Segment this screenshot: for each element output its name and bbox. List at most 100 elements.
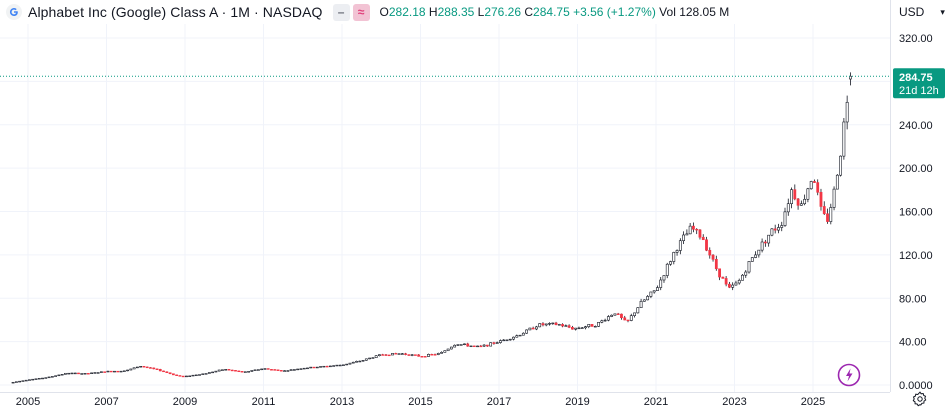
candle-body (705, 239, 708, 251)
candle-body (714, 259, 718, 270)
candle-body (652, 290, 656, 293)
candle-body (234, 370, 237, 372)
candle-body (695, 228, 699, 231)
candle-body (580, 327, 584, 329)
candle-body (623, 317, 627, 321)
candle-body (214, 370, 218, 373)
candle-body (60, 374, 64, 376)
candle-body (633, 312, 636, 316)
candle-body (574, 327, 578, 330)
candle-body (227, 369, 231, 371)
currency-selector[interactable]: USD ▾ (890, 0, 948, 24)
sparkle-icon[interactable] (837, 363, 861, 387)
compare-toggle[interactable]: ≈ (352, 3, 370, 21)
candle-body (21, 380, 25, 382)
price-axis[interactable]: 320.00280.00240.00200.00160.00120.0080.0… (890, 0, 933, 392)
time-tick-label: 2025 (801, 396, 825, 408)
candle-body (570, 327, 574, 330)
candle-body (250, 370, 254, 372)
candle-body (505, 339, 509, 341)
price-tick-label: 240.00 (899, 120, 933, 132)
candle-body (783, 211, 787, 226)
candle-body (381, 354, 385, 356)
candle-body (361, 359, 365, 362)
candle-body (90, 372, 93, 374)
candle-body (512, 336, 515, 340)
google-logo-icon (6, 4, 22, 20)
candle-body (270, 369, 273, 371)
chart-grid (0, 24, 890, 392)
candle-body (744, 271, 748, 276)
open-key: O (379, 5, 389, 19)
candle-body (430, 353, 434, 356)
candle-body (826, 213, 829, 222)
candle-body (73, 372, 77, 375)
candle-body (247, 371, 250, 373)
candle-body (443, 350, 447, 353)
hide-legend-toggle[interactable]: – (332, 3, 350, 21)
candle-body (822, 206, 826, 215)
time-axis[interactable]: 2005 2007 2009 2011 2013 2015 2017 2019 2021 2023… (0, 392, 890, 409)
candle-body (188, 375, 192, 377)
candle-body (322, 365, 326, 368)
symbol-title[interactable]: Alphabet Inc (Google) Class A · 1M · NAS… (28, 4, 323, 20)
candle-body (162, 370, 165, 373)
time-tick-label: 2023 (722, 396, 746, 408)
gear-icon[interactable] (912, 391, 928, 407)
candle-body (332, 365, 336, 367)
candle-body (502, 339, 506, 342)
candle-body (230, 369, 234, 372)
candle-body (309, 366, 313, 369)
candle-body (813, 181, 816, 183)
candle-body (551, 322, 555, 325)
candle-body (692, 225, 695, 230)
chevron-down-icon: ▾ (940, 6, 945, 17)
candle-body (479, 345, 483, 348)
candle-body (449, 346, 453, 350)
candle-body (786, 203, 790, 213)
candle-body (145, 366, 149, 369)
candle-body (747, 261, 751, 273)
candle-body (754, 254, 757, 258)
candle-body (472, 345, 476, 348)
candle-body (597, 321, 600, 327)
candle-body (495, 342, 499, 344)
price-tick-label: 0.0000 (899, 380, 933, 392)
price-tick-label: 160.00 (899, 207, 933, 219)
candle-body (446, 348, 450, 352)
candle-body (682, 234, 686, 242)
candle-body (469, 345, 473, 348)
low-value: 276.26 (484, 5, 522, 19)
candle-body (485, 344, 489, 347)
candle-body (18, 380, 22, 383)
candle-body (77, 372, 80, 375)
candle-body (518, 334, 522, 337)
candle-body (636, 307, 640, 314)
candle-body (83, 373, 87, 375)
candle-body (24, 379, 28, 382)
time-tick-label: 2009 (173, 396, 197, 408)
candle-body (319, 366, 322, 368)
candle-body (266, 368, 270, 370)
candle-body (378, 354, 381, 357)
candle-body (374, 355, 378, 359)
candle-body (767, 234, 771, 244)
candle-body (440, 352, 443, 354)
candle-body (139, 366, 143, 368)
candle-body (279, 370, 283, 372)
candle-body (685, 233, 689, 236)
candle-body (306, 367, 309, 370)
candle-body (345, 363, 349, 366)
open-value: 282.18 (388, 5, 426, 19)
candle-body (400, 353, 404, 355)
candle-body (816, 182, 820, 193)
candle-body (328, 365, 332, 368)
candle-body (665, 263, 669, 276)
candle-body (482, 344, 486, 347)
candle-body (832, 188, 836, 208)
candle-body (606, 316, 610, 321)
candle-body (531, 327, 535, 330)
candle-body (142, 366, 146, 368)
candle-body (96, 372, 100, 374)
